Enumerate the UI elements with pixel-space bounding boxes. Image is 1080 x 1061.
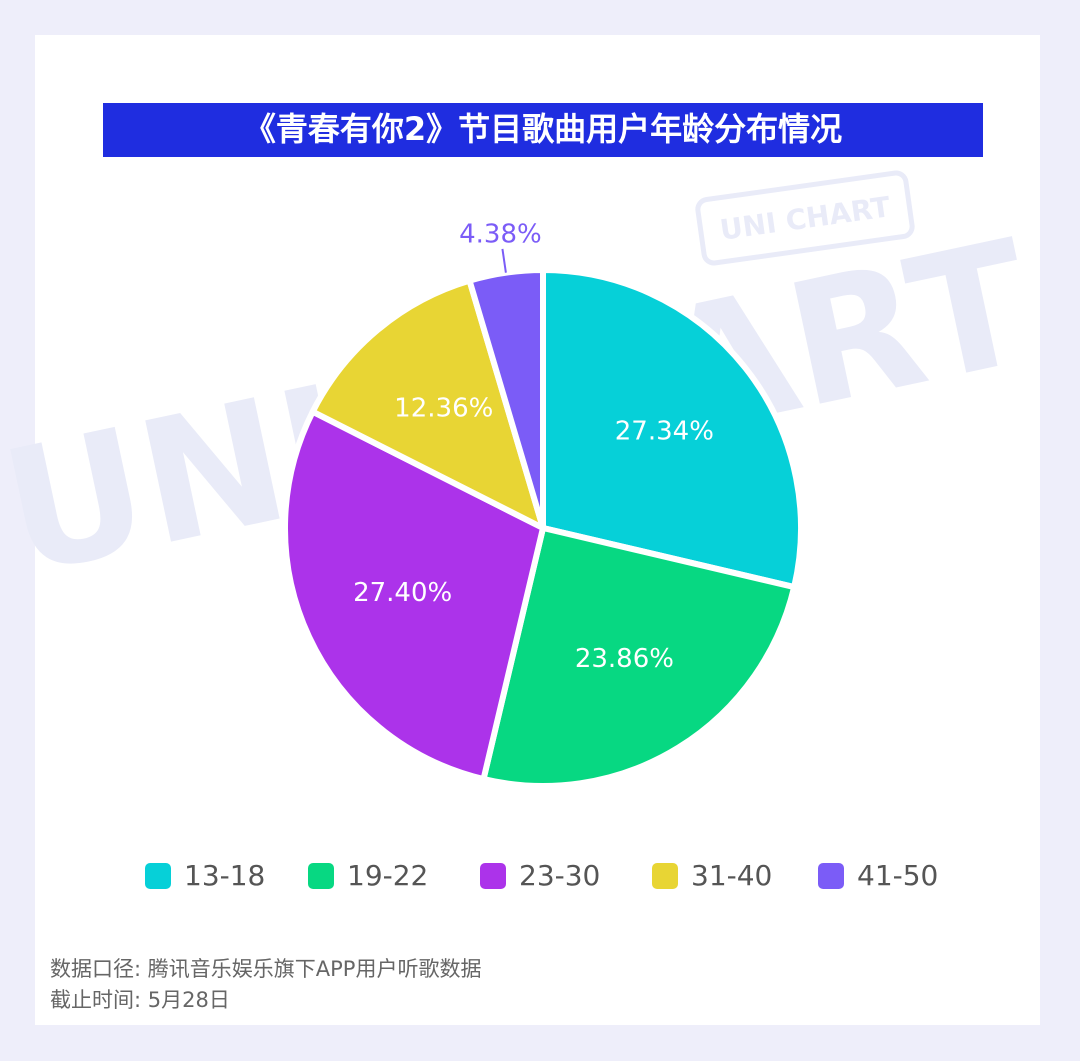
legend-swatch [480,863,506,889]
legend-label: 19-22 [347,859,428,892]
date-note: 截止时间: 5月28日 [50,988,230,1012]
leader-line [501,248,507,273]
title-bar [103,103,983,157]
pie-slice [480,525,798,789]
chart-title: 《青春有你2》节目歌曲用户年龄分布情况 [244,110,842,148]
data-label: 27.40% [353,578,452,608]
watermark-badge [695,170,915,266]
legend-swatch [145,863,171,889]
pie-slice [282,408,546,783]
legend-swatch [652,863,678,889]
legend-label: 23-30 [519,859,600,892]
legend-label: 13-18 [184,859,265,892]
source-note: 数据口径: 腾讯音乐娱乐旗下APP用户听歌数据 [50,957,481,981]
data-label: 27.34% [615,416,714,446]
pie-slice [540,267,804,591]
data-label: 12.36% [394,394,493,424]
legend-label: 31-40 [691,859,772,892]
legend-label: 41-50 [857,859,938,892]
legend-swatch [308,863,334,889]
legend-swatch [818,863,844,889]
data-label: 23.86% [575,644,674,674]
data-label: 4.38% [459,220,542,250]
